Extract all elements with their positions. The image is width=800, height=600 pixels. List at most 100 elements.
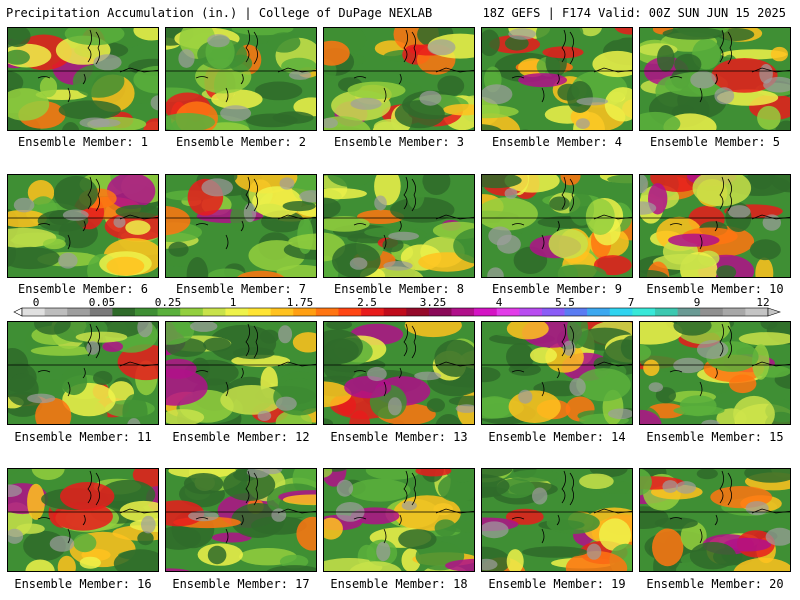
legend-color-swatch	[700, 308, 724, 316]
legend-tick-label: 1.75	[287, 296, 314, 309]
legend-color-swatch	[293, 308, 317, 316]
precip-field-map	[640, 469, 790, 571]
precip-field-map	[324, 175, 474, 277]
legend-tick-label: 12	[756, 296, 769, 309]
ensemble-member-map	[7, 174, 159, 278]
ensemble-member-map	[639, 27, 791, 131]
precip-field-map	[8, 28, 158, 130]
legend-color-swatch	[496, 308, 520, 316]
legend-color-swatch	[745, 308, 769, 316]
ensemble-member-label: Ensemble Member: 14	[488, 430, 626, 444]
precip-field-map	[482, 469, 632, 571]
legend-color-swatch	[157, 308, 181, 316]
precip-field-map	[482, 322, 632, 424]
ensemble-member-label: Ensemble Member: 4	[491, 135, 623, 149]
ensemble-member-label: Ensemble Member: 7	[175, 282, 307, 296]
legend-color-swatch	[112, 308, 136, 316]
legend-tick-label: 4	[496, 296, 503, 309]
ensemble-member-map	[323, 321, 475, 425]
precip-field-map	[8, 469, 158, 571]
ensemble-member-label: Ensemble Member: 5	[649, 135, 781, 149]
ensemble-member-label: Ensemble Member: 15	[646, 430, 784, 444]
legend-color-swatch	[180, 308, 204, 316]
legend-color-swatch	[451, 308, 475, 316]
ensemble-member-map	[7, 27, 159, 131]
legend-tick-label: 9	[694, 296, 701, 309]
legend-tick-label: 0	[33, 296, 40, 309]
legend-color-swatch	[654, 308, 678, 316]
precip-field-map	[8, 322, 158, 424]
legend-color-swatch	[315, 308, 339, 316]
precip-field-map	[482, 28, 632, 130]
ensemble-member-label: Ensemble Member: 10	[646, 282, 784, 296]
ensemble-member-label: Ensemble Member: 20	[646, 577, 784, 591]
precip-field-map	[640, 175, 790, 277]
ensemble-member-label: Ensemble Member: 16	[14, 577, 152, 591]
ensemble-member-map	[7, 321, 159, 425]
legend-tick-label: 2.5	[357, 296, 377, 309]
ensemble-member-label: Ensemble Member: 1	[17, 135, 149, 149]
legend-color-swatch	[270, 308, 294, 316]
legend-color-swatch	[22, 308, 45, 316]
ensemble-member-map	[323, 27, 475, 131]
legend-color-swatch	[722, 308, 746, 316]
legend-color-swatch	[248, 308, 271, 316]
precip-field-map	[482, 175, 632, 277]
precip-color-legend: 0 0.05 0.25 1 1.75 2.5 3.25 4 5.5 7 9 12	[13, 296, 781, 317]
ensemble-member-label: Ensemble Member: 9	[491, 282, 623, 296]
ensemble-member-map	[165, 321, 317, 425]
precip-field-map	[324, 28, 474, 130]
ensemble-member-label: Ensemble Member: 6	[17, 282, 149, 296]
ensemble-member-label: Ensemble Member: 2	[175, 135, 307, 149]
legend-color-swatch	[428, 308, 452, 316]
model-run-info: 18Z GEFS | F174 Valid: 00Z SUN JUN 15 20…	[482, 6, 786, 20]
ensemble-member-map	[481, 174, 633, 278]
legend-color-swatch	[202, 308, 226, 316]
ensemble-member-map	[323, 468, 475, 572]
ensemble-member-map	[481, 27, 633, 131]
precip-field-map	[640, 322, 790, 424]
ensemble-member-map	[481, 468, 633, 572]
legend-color-swatch	[474, 308, 498, 316]
ensemble-member-label: Ensemble Member: 17	[172, 577, 310, 591]
ensemble-member-map	[639, 468, 791, 572]
ensemble-member-map	[165, 174, 317, 278]
ensemble-member-map	[7, 468, 159, 572]
ensemble-member-label: Ensemble Member: 18	[330, 577, 468, 591]
ensemble-member-map	[323, 174, 475, 278]
ensemble-member-map	[639, 321, 791, 425]
legend-color-swatch	[89, 308, 113, 316]
ensemble-member-map	[639, 174, 791, 278]
legend-tick-label: 0.25	[155, 296, 182, 309]
ensemble-member-map	[165, 27, 317, 131]
legend-tick-label: 7	[628, 296, 635, 309]
legend-color-swatch	[632, 308, 656, 316]
legend-color-swatch	[519, 308, 543, 316]
legend-color-swatch	[406, 308, 430, 316]
ensemble-member-label: Ensemble Member: 13	[330, 430, 468, 444]
legend-color-swatch	[609, 308, 633, 316]
legend-color-swatch	[135, 308, 158, 316]
legend-color-swatch	[67, 308, 91, 316]
precip-field-map	[640, 28, 790, 130]
precip-field-map	[324, 469, 474, 571]
legend-color-swatch	[587, 308, 611, 316]
legend-color-swatch	[383, 308, 407, 316]
precip-field-map	[166, 175, 316, 277]
ensemble-member-map	[165, 468, 317, 572]
legend-color-swatch	[677, 308, 701, 316]
ensemble-member-map	[481, 321, 633, 425]
legend-tick-label: 0.05	[89, 296, 116, 309]
precip-field-map	[166, 322, 316, 424]
map-title: Precipitation Accumulation (in.) | Colle…	[6, 6, 433, 20]
precip-field-map	[324, 322, 474, 424]
ensemble-member-label: Ensemble Member: 3	[333, 135, 465, 149]
legend-color-swatch	[225, 308, 249, 316]
legend-tick-label: 3.25	[420, 296, 447, 309]
ensemble-member-label: Ensemble Member: 12	[172, 430, 310, 444]
legend-color-swatch	[541, 308, 565, 316]
precip-field-map	[166, 469, 316, 571]
ensemble-member-label: Ensemble Member: 11	[14, 430, 152, 444]
precip-field-map	[166, 28, 316, 130]
legend-tick-label: 5.5	[555, 296, 575, 309]
